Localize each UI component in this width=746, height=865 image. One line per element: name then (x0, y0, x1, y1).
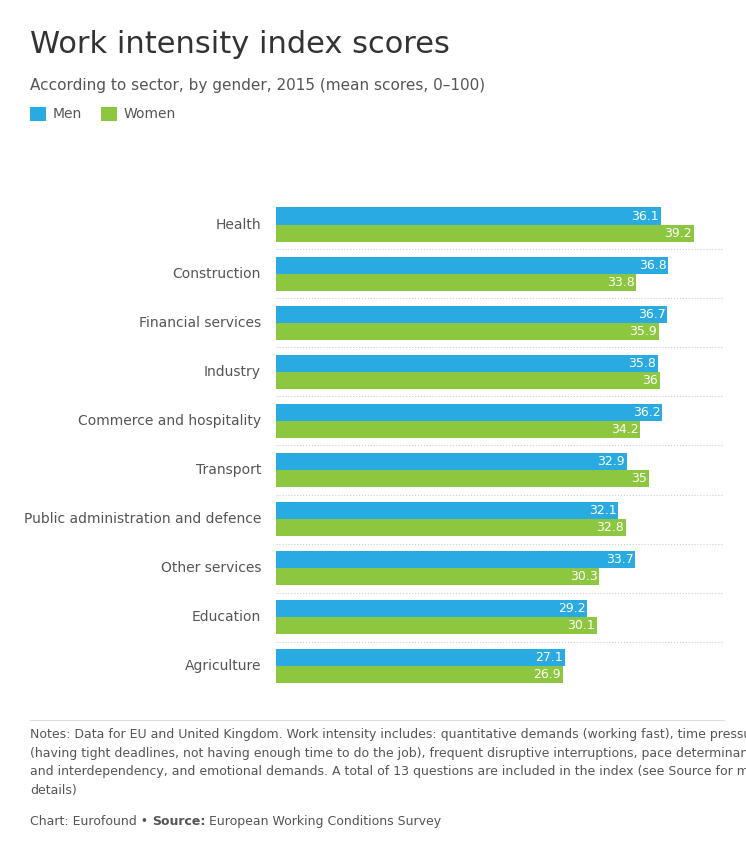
Bar (276, 208, 661, 225)
Text: 30.1: 30.1 (568, 619, 595, 632)
Text: 35: 35 (632, 472, 648, 485)
Bar (276, 502, 618, 519)
Bar (276, 355, 657, 372)
Text: 36.2: 36.2 (633, 406, 660, 419)
Bar (276, 225, 694, 242)
Text: 30.3: 30.3 (570, 570, 598, 583)
Text: Transport: Transport (195, 463, 261, 477)
Bar (276, 666, 562, 683)
Text: Industry: Industry (204, 365, 261, 379)
Text: 39.2: 39.2 (665, 227, 692, 240)
Text: Agriculture: Agriculture (184, 659, 261, 673)
Bar (276, 568, 599, 586)
Text: 33.8: 33.8 (607, 276, 635, 289)
Text: 32.8: 32.8 (596, 522, 624, 535)
Text: 32.9: 32.9 (598, 455, 625, 468)
Text: Health: Health (216, 218, 261, 232)
Text: Notes: Data for EU and United Kingdom. Work intensity includes: quantitative dem: Notes: Data for EU and United Kingdom. W… (30, 728, 746, 797)
Bar (276, 470, 649, 487)
Text: 26.9: 26.9 (533, 669, 561, 682)
Text: Source:: Source: (152, 815, 205, 828)
Text: Financial services: Financial services (139, 316, 261, 330)
Text: 34.2: 34.2 (611, 423, 639, 436)
Text: 35.8: 35.8 (628, 356, 656, 369)
Bar (276, 519, 626, 536)
Bar (276, 453, 627, 470)
Bar (276, 372, 659, 389)
Bar (276, 323, 659, 340)
Text: 36.1: 36.1 (632, 209, 659, 222)
Bar (276, 421, 641, 438)
Text: Construction: Construction (173, 266, 261, 281)
Text: 33.7: 33.7 (606, 553, 633, 566)
Text: Public administration and defence: Public administration and defence (24, 512, 261, 526)
Bar (276, 257, 668, 273)
Text: Men: Men (52, 107, 81, 121)
Text: 36: 36 (642, 374, 658, 387)
Bar (276, 273, 636, 291)
Text: European Working Conditions Survey: European Working Conditions Survey (205, 815, 442, 828)
Bar (276, 551, 635, 568)
Bar (276, 600, 587, 618)
Text: Chart: Eurofound •: Chart: Eurofound • (30, 815, 152, 828)
Text: Women: Women (123, 107, 175, 121)
Text: Work intensity index scores: Work intensity index scores (30, 30, 450, 60)
Text: 29.2: 29.2 (558, 602, 586, 615)
Bar (276, 305, 667, 323)
Text: 27.1: 27.1 (536, 651, 563, 664)
Text: 36.7: 36.7 (638, 308, 665, 321)
Text: 35.9: 35.9 (630, 325, 657, 338)
Text: 36.8: 36.8 (639, 259, 667, 272)
Bar (276, 404, 662, 421)
Text: 32.1: 32.1 (589, 504, 616, 517)
Text: Commerce and hospitality: Commerce and hospitality (78, 414, 261, 428)
Text: Other services: Other services (160, 561, 261, 575)
Bar (276, 618, 597, 634)
Text: Education: Education (192, 610, 261, 625)
Text: According to sector, by gender, 2015 (mean scores, 0–100): According to sector, by gender, 2015 (me… (30, 78, 485, 93)
Bar (276, 649, 565, 666)
